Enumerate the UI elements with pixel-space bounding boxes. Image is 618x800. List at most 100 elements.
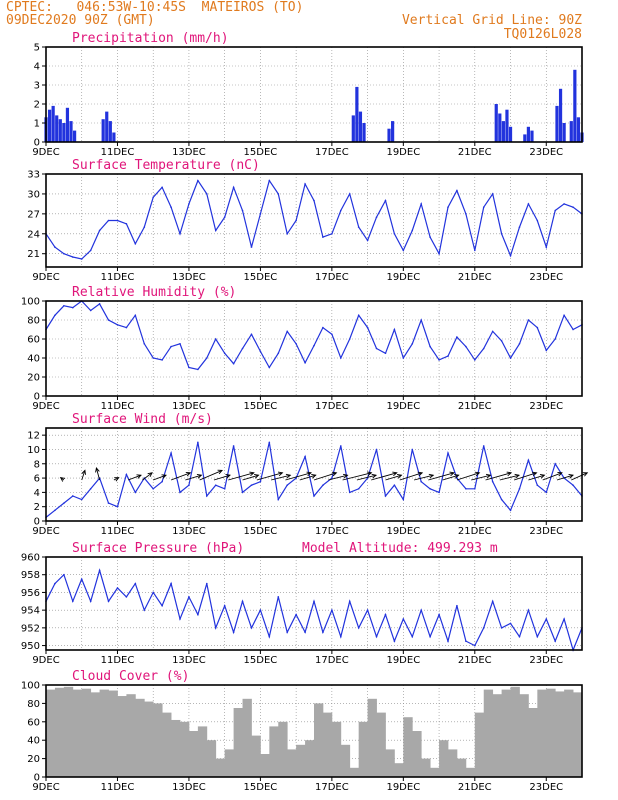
- humidity-point: [474, 359, 476, 361]
- humidity-point: [527, 319, 530, 321]
- temperature-point: [375, 216, 378, 218]
- wind-point: [554, 462, 556, 465]
- cloud-cover-area-segment: [287, 749, 297, 777]
- precipitation-bar: [72, 130, 77, 142]
- wind-wind-arrow: [485, 471, 513, 481]
- wind-wind-arrow-head: [449, 471, 455, 477]
- cloud-cover-x-tick-label: 15DEC: [244, 782, 278, 793]
- humidity-point: [366, 326, 369, 329]
- cloud-cover-area-segment: [510, 686, 520, 777]
- precipitation-bar: [498, 113, 502, 142]
- precipitation-y-tick-label: 2: [34, 100, 40, 111]
- wind-point: [72, 495, 74, 497]
- wind-wind-arrow-head: [59, 476, 66, 482]
- wind-wind-arrow-head: [514, 473, 521, 479]
- temperature-point: [357, 226, 360, 228]
- humidity-point: [465, 345, 467, 348]
- precipitation-bar: [62, 123, 66, 142]
- precipitation-y-tick-label: 5: [34, 43, 40, 54]
- wind-wind-arrow-head: [95, 467, 100, 473]
- wind-wind-arrow-shaft: [542, 472, 563, 481]
- pressure-point: [527, 609, 530, 611]
- humidity-point: [197, 368, 199, 371]
- wind-wind-arrow-shaft: [170, 472, 191, 481]
- cloud-cover-area-segment: [492, 694, 502, 777]
- wind-x-tick-label: 17DEC: [315, 526, 349, 537]
- humidity-point: [509, 357, 512, 359]
- wind-wind-arrow: [542, 471, 563, 481]
- humidity-point: [340, 357, 342, 359]
- pressure-point: [456, 604, 458, 607]
- temperature-point: [447, 206, 449, 209]
- wind-wind-arrow-head: [331, 471, 338, 477]
- pressure-point: [143, 609, 146, 611]
- humidity-point: [357, 314, 360, 317]
- humidity-point: [518, 342, 521, 345]
- pressure-point: [357, 627, 360, 629]
- cloud-cover-area-segment: [501, 689, 511, 777]
- temperature-point: [340, 209, 342, 212]
- wind-point: [80, 498, 83, 501]
- pressure-point: [63, 573, 65, 576]
- precipitation-bar: [358, 111, 363, 142]
- wind-wind-arrow: [242, 474, 260, 481]
- precipitation-y-tick-label: 1: [34, 119, 40, 130]
- pressure-point: [277, 596, 280, 598]
- precipitation-bar: [69, 121, 73, 142]
- wind-wind-arrow-head: [311, 474, 317, 479]
- cloud-cover-area-segment: [519, 694, 529, 777]
- temperature-x-tick-label: 21DEC: [458, 272, 492, 283]
- humidity-y-tick-label: 100: [21, 297, 40, 308]
- wind-point: [259, 480, 262, 483]
- temperature-point: [438, 252, 440, 255]
- humidity-x-tick-label: 23DEC: [529, 401, 563, 412]
- wind-point: [375, 448, 378, 451]
- cloud-cover-x-tick-label: 17DEC: [315, 782, 349, 793]
- wind-point: [447, 452, 449, 454]
- wind-wind-arrow-shaft: [385, 474, 402, 481]
- wind-wind-arrow-head: [277, 471, 284, 477]
- wind-point: [322, 484, 324, 487]
- wind-point: [518, 488, 521, 490]
- pressure-x-tick-label: 11DEC: [101, 655, 135, 666]
- wind-wind-arrow: [342, 471, 373, 481]
- precipitation-y-tick-label: 0: [34, 138, 40, 149]
- wind-wind-arrow: [413, 473, 435, 481]
- wind-point: [89, 488, 92, 490]
- temperature-point: [295, 219, 297, 222]
- pressure-point: [89, 600, 92, 603]
- header-model-id: TQ0126L028: [503, 27, 582, 42]
- cloud-cover-area-segment: [260, 754, 270, 777]
- precipitation-x-tick-label: 9DEC: [32, 147, 59, 158]
- wind-x-tick-label: 23DEC: [529, 526, 563, 537]
- pressure-point: [474, 644, 476, 647]
- pressure-x-tick-label: 21DEC: [458, 655, 492, 666]
- pressure-point: [250, 627, 253, 629]
- precipitation-bar: [573, 69, 577, 142]
- wind-point: [313, 495, 315, 497]
- wind-wind-arrow-head: [531, 471, 538, 477]
- pressure-point: [563, 618, 565, 620]
- pressure-x-tick-label: 17DEC: [315, 655, 349, 666]
- pressure-point: [206, 582, 208, 585]
- temperature-point: [420, 203, 423, 205]
- temperature-y-tick-label: 30: [27, 189, 40, 200]
- temperature-x-tick-label: 15DEC: [244, 272, 278, 283]
- wind-wind-arrow: [81, 469, 86, 481]
- temperature-point: [572, 206, 574, 209]
- wind-wind-arrow-head: [285, 473, 292, 479]
- temperature-point: [554, 209, 556, 212]
- precipitation-bar: [355, 86, 359, 142]
- pressure-point: [348, 600, 351, 603]
- wind-point: [465, 488, 467, 490]
- wind-point: [152, 488, 154, 490]
- cloud-cover-area-segment: [81, 688, 92, 777]
- pressure-x-tick-label: 15DEC: [244, 655, 278, 666]
- pressure-point: [447, 640, 449, 642]
- temperature-point: [366, 239, 369, 242]
- cloud-cover-area-segment: [412, 731, 422, 777]
- humidity-point: [554, 338, 556, 340]
- wind-wind-arrow-head: [254, 474, 260, 479]
- cloud-cover-area-segment: [153, 703, 163, 777]
- wind-point: [402, 498, 405, 501]
